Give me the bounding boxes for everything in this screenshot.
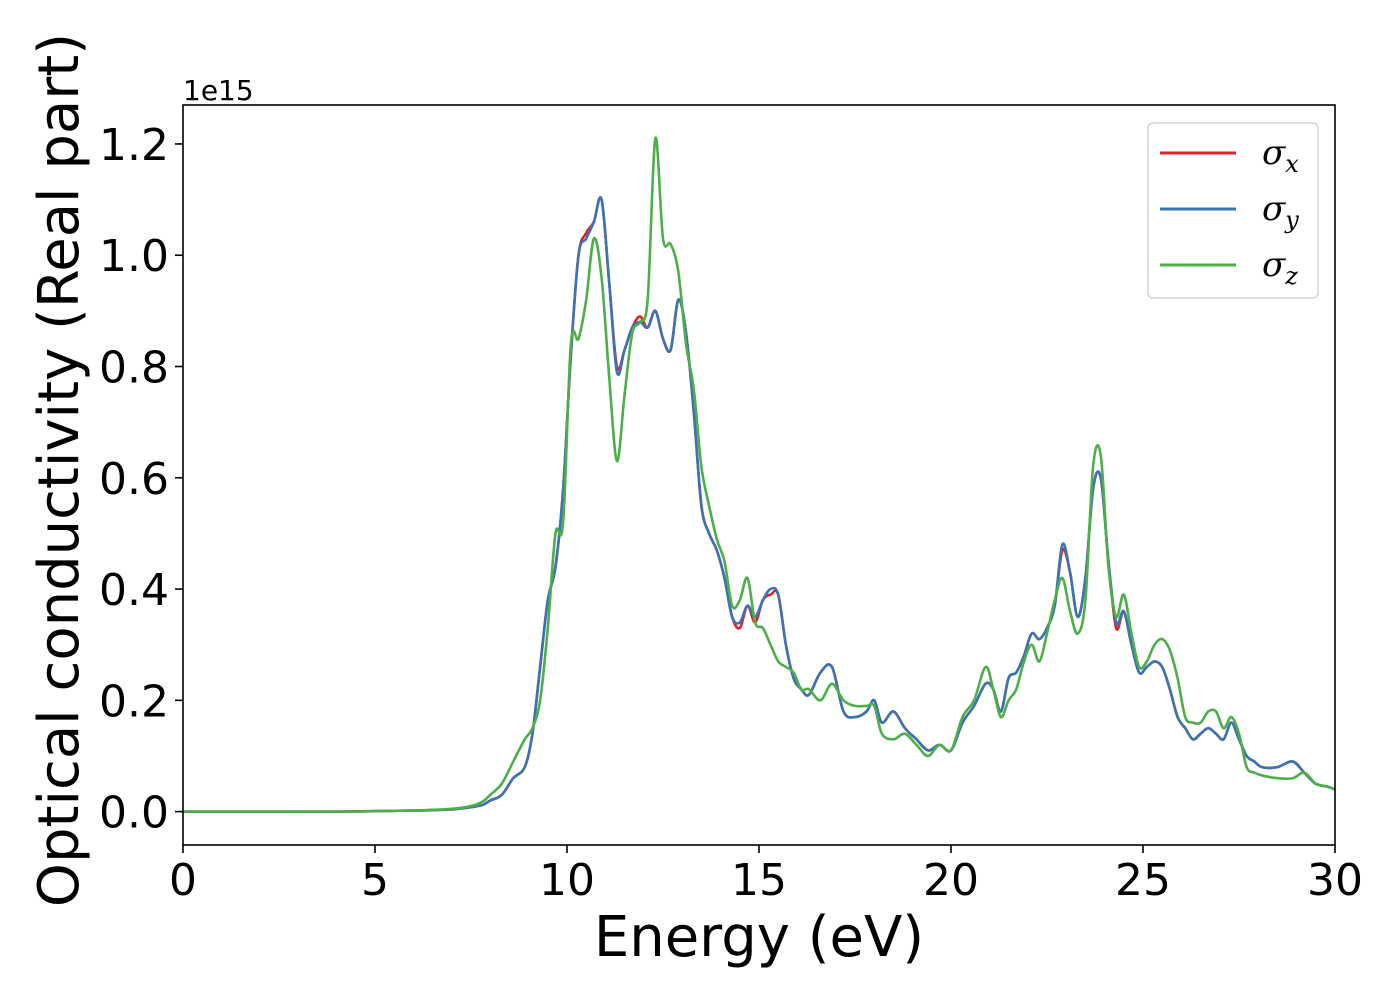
x-axis-title: Energy (eV) xyxy=(594,905,924,970)
y-tick-label: 1.2 xyxy=(99,120,169,171)
x-tick-label: 5 xyxy=(361,855,389,906)
series-layer xyxy=(183,136,1336,813)
y-tick-label: 0.2 xyxy=(99,676,169,727)
y-tick-label: 0.0 xyxy=(99,788,169,839)
y-tick-label: 0.4 xyxy=(99,565,169,616)
x-axis: 0 5 10 15 20 25 30 xyxy=(169,845,1363,906)
x-tick-label: 10 xyxy=(539,855,595,906)
y-tick-label: 0.6 xyxy=(99,454,169,505)
x-tick-label: 15 xyxy=(731,855,787,906)
y-axis-title: Optical conductivity (Real part) xyxy=(27,33,92,907)
y-axis: 0.0 0.2 0.4 0.6 0.8 1.0 1.2 xyxy=(99,120,183,839)
plot-area xyxy=(182,104,1336,846)
series-line-sigma-y xyxy=(183,196,1336,813)
x-tick-label: 20 xyxy=(923,855,979,906)
y-tick-label: 1.0 xyxy=(99,231,169,282)
x-tick-label: 30 xyxy=(1307,855,1363,906)
y-axis-offset-label: 1e15 xyxy=(183,74,254,107)
y-tick-label: 0.8 xyxy=(99,343,169,394)
series-line-sigma-z xyxy=(183,136,1336,813)
x-tick-label: 0 xyxy=(169,855,197,906)
x-tick-label: 25 xyxy=(1115,855,1171,906)
